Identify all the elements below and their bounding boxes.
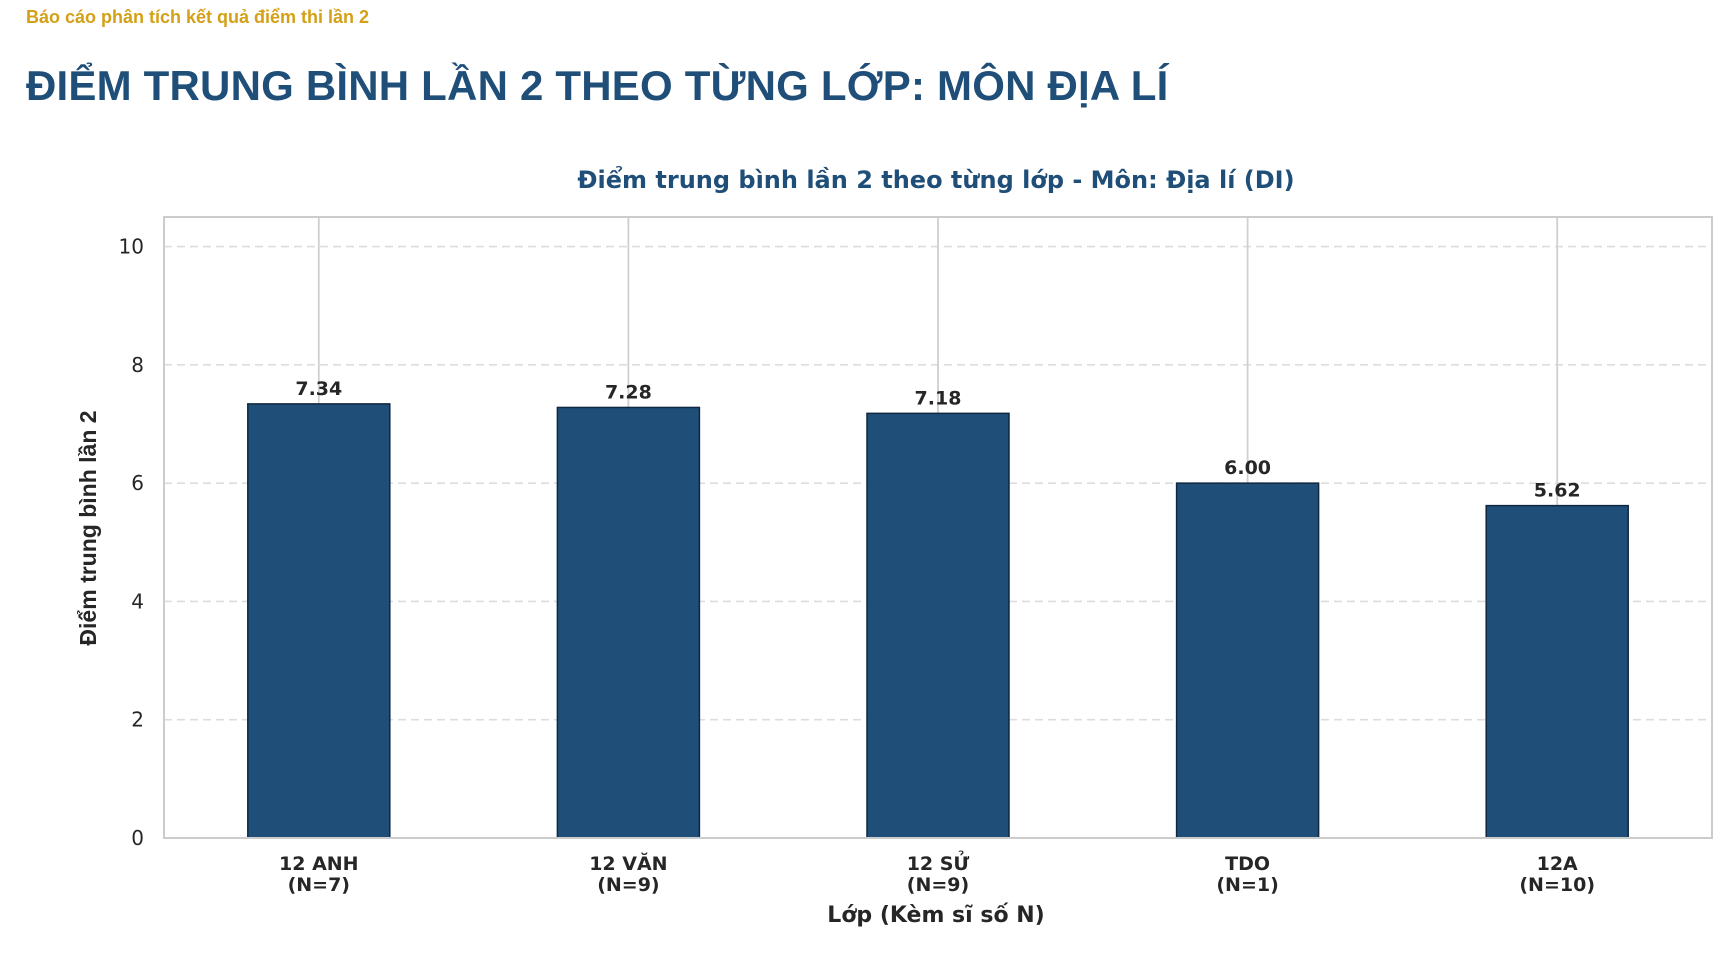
bar-value-label: 6.00 [1224, 457, 1271, 479]
chart-title: Điểm trung bình lần 2 theo từng lớp - Mô… [577, 164, 1294, 194]
y-axis-label: Điểm trung bình lần 2 [75, 410, 101, 645]
bar [556, 406, 701, 839]
y-tick-label: 4 [131, 589, 144, 613]
x-tick-label: 12A [1537, 853, 1578, 875]
y-tick-label: 10 [119, 235, 144, 259]
x-tick-label: TDO [1225, 853, 1270, 875]
report-kicker: Báo cáo phân tích kết quả điểm thi lần 2 [26, 7, 370, 27]
x-tick-label: (N=9) [597, 874, 659, 896]
bar-value-label: 5.62 [1534, 480, 1581, 502]
bar-value-label: 7.18 [915, 387, 962, 409]
x-tick-label: (N=9) [907, 874, 969, 896]
x-tick-label: (N=7) [288, 874, 350, 896]
bar [866, 412, 1010, 839]
y-tick-label: 8 [131, 353, 144, 377]
y-tick-label: 0 [131, 826, 144, 850]
plot-frame [163, 216, 1713, 839]
y-tick-label: 6 [131, 471, 144, 495]
y-tick-label: 2 [131, 708, 144, 732]
x-axis-label: Lớp (Kèm sĩ số N) [827, 903, 1044, 928]
x-tick-label: (N=1) [1216, 874, 1278, 896]
bar-value-label: 7.28 [605, 381, 652, 403]
page-title: ĐIỂM TRUNG BÌNH LẦN 2 THEO TỪNG LỚP: MÔN… [26, 62, 1169, 109]
x-tick-label: 12 VĂN [589, 851, 667, 875]
bar [1485, 504, 1629, 839]
x-tick-label: (N=10) [1519, 874, 1595, 896]
bar [1175, 482, 1320, 839]
bar-value-label: 7.34 [295, 378, 342, 400]
x-tick-label: 12 ANH [279, 853, 359, 875]
x-tick-label: 12 SỬ [907, 850, 970, 875]
bar [247, 403, 391, 839]
